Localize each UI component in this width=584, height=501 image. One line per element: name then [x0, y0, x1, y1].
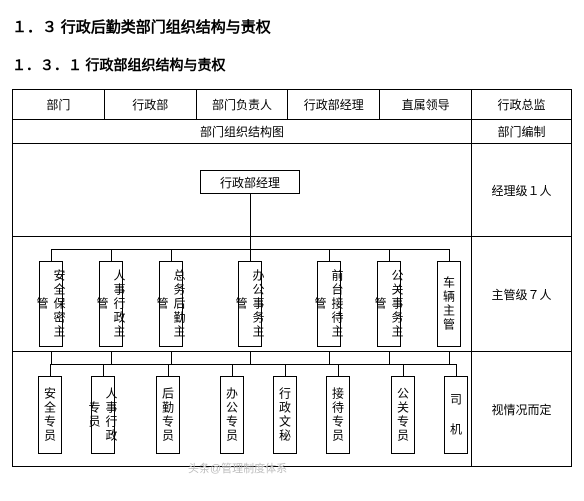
right-r1: 经理级１人 — [471, 144, 571, 237]
org-line — [285, 364, 286, 376]
org-table: 部门 行政部 部门负责人 行政部经理 直属领导 行政总监 部门组织结构图 部门编… — [12, 89, 572, 467]
section-heading: １．３ 行政后勤类部门组织结构与责权 — [12, 16, 572, 37]
org-mid-node: 公关事务主管 — [377, 261, 401, 347]
hdr-cell: 部门 — [13, 90, 105, 120]
org-leaf-node: 行政文秘 — [273, 376, 297, 454]
org-bus — [50, 364, 456, 365]
hdr-cell: 行政总监 — [471, 90, 571, 120]
sub-right: 部门编制 — [471, 120, 571, 144]
org-leaf-node: 公关专员 — [391, 376, 415, 454]
org-line — [449, 249, 450, 261]
org-top-node: 行政部经理 — [200, 170, 300, 194]
org-line — [250, 352, 251, 364]
row-manager: 行政部经理 经理级１人 — [13, 144, 572, 237]
right-r2: 主管级７人 — [471, 237, 571, 352]
org-line — [50, 364, 51, 376]
org-line — [171, 249, 172, 261]
org-line — [389, 352, 390, 364]
org-line — [250, 194, 251, 237]
org-leaf-node: 后勤专员 — [156, 376, 180, 454]
org-leaf-node: 接待专员 — [326, 376, 350, 454]
org-mid-node: 总务后勤主管 — [159, 261, 183, 347]
watermark: 头条@管理制度体系 — [188, 460, 287, 476]
org-line — [168, 364, 169, 376]
chart-area-2: 安全保密主管 人事行政主管 总务后勤主管 办公事务主管 前台接待主管 公关事务主管 车辆主管 — [13, 237, 472, 352]
org-line — [329, 249, 330, 261]
row-staff: 安全专员人事行政专员后勤专员办公专员行政文秘接待专员公关专员司 机头条@管理制度… — [13, 352, 572, 467]
org-line — [250, 237, 251, 249]
sub-row: 部门组织结构图 部门编制 — [13, 120, 572, 144]
org-line — [456, 364, 457, 376]
sub-left: 部门组织结构图 — [13, 120, 472, 144]
hdr-cell: 直属领导 — [380, 90, 472, 120]
row-supervisors: 安全保密主管 人事行政主管 总务后勤主管 办公事务主管 前台接待主管 公关事务主管 车辆主管… — [13, 237, 572, 352]
hdr-cell: 部门负责人 — [196, 90, 288, 120]
org-mid-node: 办公事务主管 — [238, 261, 262, 347]
org-line — [338, 364, 339, 376]
chart-area-3: 安全专员人事行政专员后勤专员办公专员行政文秘接待专员公关专员司 机头条@管理制度… — [13, 352, 472, 467]
org-line — [329, 352, 330, 364]
org-line — [449, 352, 450, 364]
org-mid-node: 人事行政主管 — [99, 261, 123, 347]
org-leaf-node: 人事行政专员 — [91, 376, 115, 454]
org-mid-node: 安全保密主管 — [39, 261, 63, 347]
org-line — [51, 352, 52, 364]
org-mid-node: 车辆主管 — [437, 261, 461, 347]
org-line — [111, 249, 112, 261]
org-line — [389, 249, 390, 261]
org-line — [171, 352, 172, 364]
hdr-cell: 行政部 — [104, 90, 196, 120]
org-line — [51, 249, 52, 261]
org-line — [103, 364, 104, 376]
chart-area-1: 行政部经理 — [13, 144, 472, 237]
org-line — [111, 352, 112, 364]
right-r3: 视情况而定 — [471, 352, 571, 467]
org-line — [250, 249, 251, 261]
org-leaf-node: 安全专员 — [38, 376, 62, 454]
hdr-cell: 行政部经理 — [288, 90, 380, 120]
org-leaf-node: 办公专员 — [220, 376, 244, 454]
subsection-heading: １．３．１ 行政部组织结构与责权 — [12, 55, 572, 75]
header-row: 部门 行政部 部门负责人 行政部经理 直属领导 行政总监 — [13, 90, 572, 120]
org-mid-node: 前台接待主管 — [317, 261, 341, 347]
org-leaf-node: 司 机 — [444, 376, 468, 454]
org-line — [232, 364, 233, 376]
org-line — [403, 364, 404, 376]
